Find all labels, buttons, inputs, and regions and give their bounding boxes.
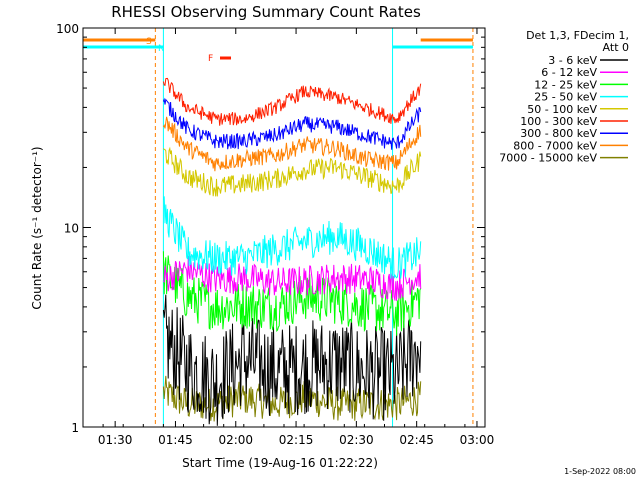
- x-tick-label-4: 02:30: [339, 433, 374, 447]
- x-axis-label: Start Time (19-Aug-16 01:22:22): [182, 456, 378, 470]
- flag-f-label: F: [208, 54, 213, 64]
- flag-s-label: S: [146, 37, 152, 47]
- series-line-4: [163, 146, 422, 197]
- y-tick-label-1: 10: [64, 222, 79, 236]
- chart-title: RHESSI Observing Summary Count Rates: [111, 3, 421, 21]
- series-line-3: [162, 196, 422, 279]
- series-line-5: [162, 77, 422, 126]
- legend-label-4: 50 - 100 keV: [527, 103, 597, 116]
- legend-label-7: 800 - 7000 keV: [513, 139, 597, 152]
- flag-n-label: N: [158, 44, 165, 54]
- legend-label-6: 300 - 800 keV: [520, 127, 597, 140]
- plot-area: [82, 28, 474, 427]
- series-line-7: [162, 116, 422, 172]
- timestamp: 1-Sep-2022 08:00: [564, 467, 636, 476]
- legend-label-1: 6 - 12 keV: [541, 66, 597, 79]
- y-tick-label-0: 1: [71, 421, 79, 435]
- legend-label-0: 3 - 6 keV: [548, 54, 597, 67]
- series-line-1: [163, 255, 422, 301]
- axes: 01:30 01:45 02:00 02:15 02:30 02:45 03:00 1 10 10…: [56, 22, 494, 447]
- x-tick-label-6: 03:00: [460, 433, 495, 447]
- series-line-6: [162, 97, 422, 150]
- legend-label-3: 25 - 50 keV: [534, 91, 597, 104]
- legend-label-8: 7000 - 15000 keV: [499, 152, 597, 165]
- legend-title-line-1: Det 1,3, FDecim 1,: [526, 29, 629, 42]
- x-tick-label-5: 02:45: [399, 433, 434, 447]
- legend-title-line-2: Att 0: [603, 41, 629, 54]
- x-tick-label-1: 01:45: [158, 433, 193, 447]
- y-tick-label-2: 100: [56, 22, 79, 36]
- x-tick-label-0: 01:30: [98, 433, 133, 447]
- legend-label-5: 100 - 300 keV: [520, 115, 597, 128]
- series-line-0: [162, 294, 422, 426]
- y-axis-label: Count Rate (s⁻¹ detector⁻¹): [30, 146, 44, 309]
- series-line-2: [162, 251, 422, 336]
- x-tick-label-3: 02:15: [279, 433, 314, 447]
- x-tick-label-2: 02:00: [218, 433, 253, 447]
- legend-label-2: 12 - 25 keV: [534, 78, 597, 91]
